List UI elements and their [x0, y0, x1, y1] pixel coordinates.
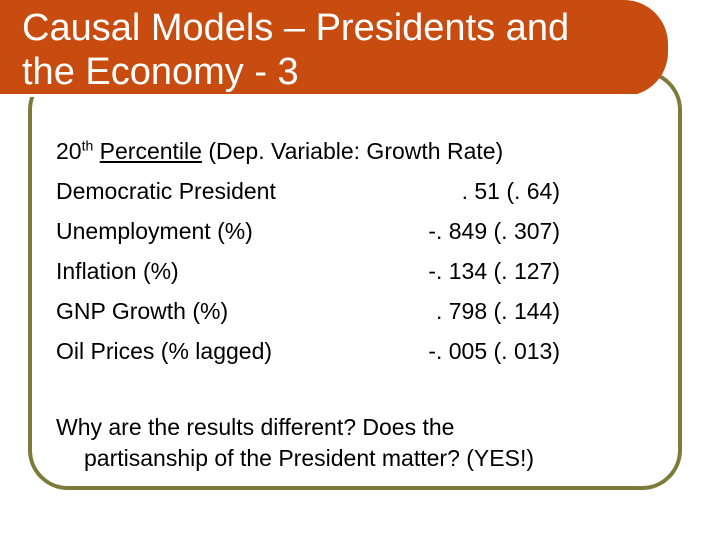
header-rest: (Dep. Variable: Growth Rate) [201, 138, 504, 164]
header-label: 20th Percentile (Dep. Variable: Growth R… [56, 131, 503, 171]
title-underline [0, 94, 638, 97]
row-label: Oil Prices (% lagged) [56, 338, 273, 364]
title-line-2: the Economy - 3 [22, 51, 299, 93]
header-number: 20 [56, 138, 82, 164]
row-value: . 798 (. 144) [435, 298, 560, 324]
question-text: Why are the results different? Does the … [56, 412, 656, 474]
table-row: Inflation (%) -. 134 (. 127) [56, 251, 676, 291]
header-suffix: th [81, 137, 94, 154]
question-line-2: partisanship of the President matter? (Y… [84, 445, 534, 471]
row-value: -. 849 (. 307) [428, 218, 560, 244]
question-line-1: Why are the results different? Does the [56, 414, 455, 440]
row-value: -. 005 (. 013) [428, 338, 560, 364]
row-label: Democratic President [56, 178, 276, 204]
table-row: GNP Growth (%) . 798 (. 144) [56, 291, 676, 331]
title-line-1: Causal Models – Presidents and [22, 7, 570, 49]
header-underlined: Percentile [99, 138, 202, 164]
table-header: 20th Percentile (Dep. Variable: Growth R… [56, 131, 676, 171]
table-row: Unemployment (%) -. 849 (. 307) [56, 211, 676, 251]
content-frame [28, 70, 682, 490]
table-row: Democratic President . 51 (. 64) [56, 171, 676, 211]
title-bar: Causal Models – Presidents and the Econo… [0, 0, 668, 97]
slide-title: Causal Models – Presidents and the Econo… [22, 6, 662, 94]
row-label: Unemployment (%) [56, 218, 253, 244]
results-table: 20th Percentile (Dep. Variable: Growth R… [56, 131, 676, 371]
row-label: GNP Growth (%) [56, 298, 229, 324]
row-value: -. 134 (. 127) [428, 258, 560, 284]
row-label: Inflation (%) [56, 258, 179, 284]
row-value: . 51 (. 64) [461, 178, 560, 204]
table-row: Oil Prices (% lagged) -. 005 (. 013) [56, 331, 676, 371]
